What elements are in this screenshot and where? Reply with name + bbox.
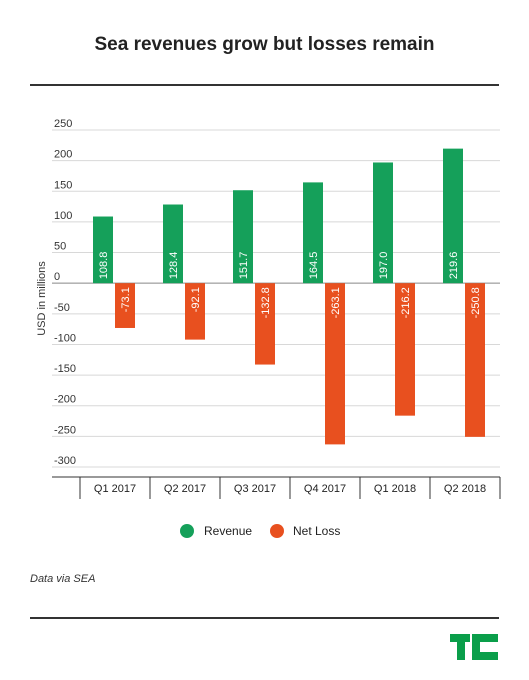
y-tick-label: -100	[54, 332, 76, 344]
data-label: -250.8	[470, 287, 482, 318]
y-tick-label: -200	[54, 394, 76, 406]
revenue-bar	[93, 216, 113, 284]
source-note: Data via SEA	[30, 573, 96, 585]
data-label: -263.1	[330, 287, 342, 318]
net-loss-bar	[325, 283, 345, 445]
x-tick-label: Q1 2017	[94, 483, 136, 495]
x-tick-label: Q4 2017	[304, 483, 346, 495]
net-loss-bar	[185, 283, 205, 340]
net-loss-bar	[115, 283, 135, 328]
chart-area: 250 200 150 100 50 0 -50 -100 -150 -200 -250 -300 US…	[36, 118, 501, 538]
data-label: 197.0	[378, 252, 390, 280]
top-divider	[30, 84, 499, 86]
techcrunch-logo-icon	[450, 634, 498, 660]
y-tick-label: -150	[54, 363, 76, 375]
data-label: -132.8	[260, 287, 272, 318]
data-label: 108.8	[98, 252, 110, 280]
y-tick-label: -250	[54, 424, 76, 436]
bottom-divider	[30, 617, 499, 619]
x-tick-label: Q3 2017	[234, 483, 276, 495]
x-tick-label: Q2 2017	[164, 483, 206, 495]
chart-title: Sea revenues grow but losses remain	[94, 34, 435, 55]
revenue-bar	[373, 162, 393, 284]
data-label: -92.1	[190, 287, 202, 312]
revenue-bar	[163, 204, 183, 284]
x-tick-label: Q2 2018	[444, 483, 486, 495]
data-label: 151.7	[238, 252, 250, 280]
y-tick-label: 250	[54, 118, 72, 130]
net-loss-bar	[395, 283, 415, 416]
net-loss-bar	[465, 283, 485, 437]
net-loss-bar	[255, 283, 275, 365]
y-tick-label: 0	[54, 271, 60, 283]
x-tick-label: Q1 2018	[374, 483, 416, 495]
legend-net-loss-label: Net Loss	[293, 524, 340, 538]
revenue-bar	[303, 182, 323, 284]
data-label: 128.4	[168, 252, 180, 280]
legend-revenue-label: Revenue	[204, 524, 252, 538]
y-tick-label: 200	[54, 149, 72, 161]
y-tick-label: -50	[54, 302, 70, 314]
revenue-bar	[443, 148, 463, 284]
y-axis-label: USD in millions	[36, 261, 48, 336]
y-tick-label: 50	[54, 241, 66, 253]
data-label: 164.5	[308, 252, 320, 280]
revenue-bar	[233, 190, 253, 284]
y-tick-label: 100	[54, 210, 72, 222]
legend-net-loss-marker	[270, 524, 284, 538]
data-label: 219.6	[448, 252, 460, 280]
legend-revenue-marker	[180, 524, 194, 538]
data-label: -216.2	[400, 287, 412, 318]
y-tick-label: 150	[54, 179, 72, 191]
y-tick-label: -300	[54, 455, 76, 467]
data-label: -73.1	[120, 287, 132, 312]
